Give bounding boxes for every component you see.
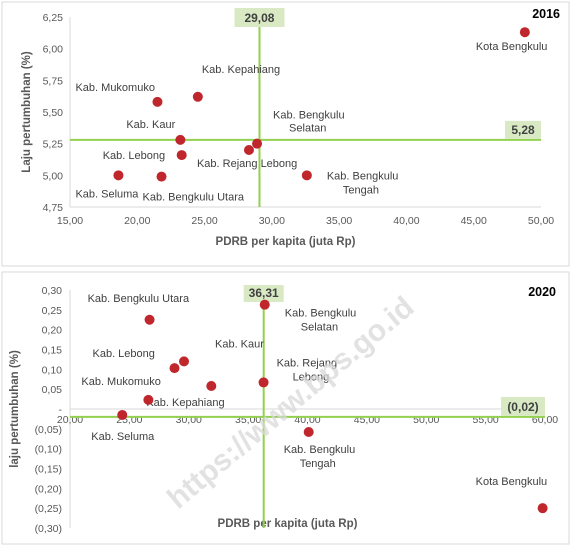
reference-x-box [243,285,284,302]
y-tick-label: (0,20) [35,483,62,495]
x-tick-label: 30,00 [176,414,202,426]
y-tick-label: 0,30 [42,285,63,297]
x-axis-title: PDRB per kapita (juta Rp) [218,518,358,530]
x-tick-label: 45,00 [461,215,487,227]
chart-frame [1,271,570,545]
y-tick-label: (0,30) [35,523,62,535]
reference-x-label: 36,31 [249,286,279,300]
chart-frame [1,1,570,267]
data-point-kab-kepahiang [192,91,203,102]
x-tick-label: 45,00 [354,414,380,426]
x-tick-label: 20,00 [57,414,83,426]
reference-y-label: (0,02) [507,400,538,414]
x-axis-title: PDRB per kapita (juta Rp) [216,236,356,248]
x-tick-label: 35,00 [235,414,261,426]
x-tick-label: 25,00 [191,215,217,227]
point-label-kab-seluma: Kab. Seluma [91,431,155,443]
data-point-kota-bengkulu [537,503,548,514]
x-tick-label: 30,00 [259,215,285,227]
reference-y-box [501,396,545,416]
y-tick-label: 4,75 [43,202,64,214]
point-label-kab-bengkulu-selatan: Kab. Bengkulu Selatan [273,110,345,135]
point-label-kota-bengkulu: Kota Bengkulu [476,476,548,488]
x-tick-label: 35,00 [326,215,352,227]
data-point-kab-mukomuko [152,96,163,107]
chart-title: 2020 [528,285,556,299]
data-point-kab-bengkulu-tengah [303,427,314,438]
y-tick-label: (0,05) [35,424,62,436]
y-tick-label: 5,00 [43,170,64,182]
point-label-kab-bengkulu-utara: Kab. Bengkulu Utara [88,293,190,305]
reference-x-box [234,8,285,27]
scatter-chart-2016: 4,75 5,00 5,25 5,50 5,75 6,00 6,25 15,00 20,00 25… [1,1,570,267]
data-point-kab-bengkulu-selatan [252,138,263,149]
y-tick-label: (0,15) [35,464,62,476]
y-tick-label: 5,50 [43,107,64,119]
point-label-kab-bengkulu-tengah: Kab. Bengkulu Tengah [284,444,356,470]
x-tick-label: 20,00 [124,215,150,227]
point-label-kota-bengkulu: Kota Bengkulu [476,41,548,53]
data-point-kab-lebong [176,150,187,161]
x-tick-label: 15,00 [57,215,83,227]
point-label-kab-kaur: Kab. Kaur [126,119,175,131]
data-point-kab-kepahiang [206,380,217,391]
point-label-kab-mukomuko: Kab. Mukomuko [81,376,160,388]
y-tick-label: 0,10 [42,364,63,376]
x-tick-label: 40,00 [294,414,320,426]
y-tick-label: (0,10) [35,444,62,456]
y-tick-label: (0,25) [35,503,62,515]
y-tick-label: - [59,404,63,416]
data-point-kab-seluma [113,170,124,181]
y-tick-label: 6,00 [43,44,64,56]
point-label-kab-mukomuko: Kab. Mukomuko [75,82,154,94]
point-label-kab-lebong: Kab. Lebong [93,348,155,360]
point-label-kab-bengkulu-utara: Kab. Bengkulu Utara [143,192,245,204]
data-point-kab-bengkulu-utara [144,314,155,325]
y-tick-label: 0,05 [42,384,63,396]
y-axis-title: laju pertumbuhan (%) [9,350,21,468]
data-point-kab-bengkulu-selatan [259,299,270,310]
x-tick-label: 40,00 [393,215,419,227]
data-point-kab-seluma [117,409,128,420]
scatter-chart-2020: 0,30 0,25 0,20 0,15 0,10 0,05 - (0,05) (0,10) (0,… [1,271,570,545]
point-label-kab-kepahiang: Kab. Kepahiang [146,397,224,409]
point-label-kab-lebong: Kab. Lebong [103,150,165,162]
data-point-kab-lebong [169,363,180,374]
point-label-kab-bengkulu-selatan: Kab. Bengkulu Selatan [285,308,357,334]
data-point-kab-kaur [179,356,189,367]
point-label-kab-rejang-lebong: Kab. Rejang Lebong [277,357,338,383]
y-tick-label: 5,25 [43,139,64,151]
x-tick-label: 55,00 [472,414,498,426]
data-point-kab-kaur [175,134,186,145]
data-point-kab-rejang-lebong [243,145,254,155]
y-tick-label: 0,25 [42,305,63,317]
y-tick-label: 5,75 [43,75,64,87]
y-tick-label: 0,15 [42,345,63,357]
reference-x-label: 29,08 [244,11,274,25]
point-label-kab-bengkulu-tengah: Kab. Bengkulu Tengah [327,170,399,196]
data-point-kota-bengkulu [519,27,530,38]
point-label-kab-kepahiang: Kab. Kepahiang [202,64,280,76]
reference-y-label: 5,28 [511,123,535,137]
x-tick-label: 50,00 [413,414,439,426]
data-point-kab-bengkulu-tengah [301,170,312,181]
chart-title: 2016 [532,7,560,21]
data-point-kab-bengkulu-utara [156,171,167,182]
point-label-kab-seluma: Kab. Seluma [75,188,139,200]
y-axis-title: Laju pertumbuhan (%) [21,51,33,173]
x-tick-label: 50,00 [528,215,554,227]
point-label-kab-kaur: Kab. Kaur [215,338,264,350]
point-label-kab-rejang-lebong: Kab. Rejang Lebong [197,158,297,170]
data-point-kab-rejang-lebong [258,377,269,388]
data-point-kab-mukomuko [143,394,154,405]
y-tick-label: 6,25 [43,12,64,24]
reference-y-box [505,120,541,139]
y-tick-label: 0,20 [42,325,63,337]
